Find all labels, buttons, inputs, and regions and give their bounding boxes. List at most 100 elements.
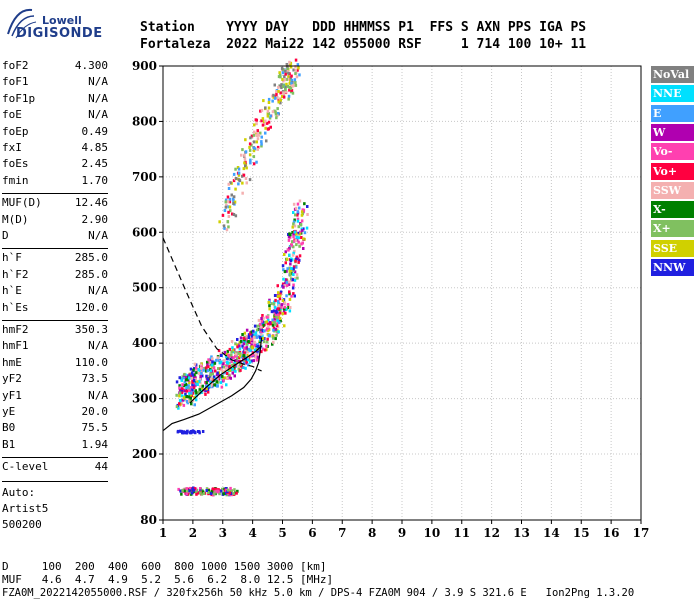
echo-point	[183, 489, 186, 493]
echo-point	[245, 166, 248, 170]
echo-point	[273, 317, 277, 321]
echo-point	[191, 380, 194, 384]
echo-point	[195, 371, 198, 375]
echo-point	[215, 358, 218, 362]
echo-point	[293, 218, 296, 222]
echo-point	[279, 101, 282, 105]
echo-point	[175, 405, 179, 409]
echo-point	[260, 350, 263, 354]
echo-point	[215, 380, 218, 384]
echo-point	[253, 348, 257, 352]
echo-point	[223, 226, 226, 230]
echo-point	[306, 205, 309, 208]
echo-point	[280, 303, 284, 307]
echo-point	[267, 112, 271, 116]
echo-point	[275, 96, 279, 100]
echo-point	[256, 147, 259, 151]
echo-point	[275, 315, 278, 319]
echo-point	[283, 75, 286, 79]
echo-point	[256, 343, 259, 347]
x-tick-label: 7	[338, 526, 346, 540]
parameter-row: foE N/A	[2, 108, 108, 124]
echo-point	[227, 215, 231, 218]
echo-point	[235, 177, 238, 180]
parameter-value: N/A	[88, 229, 108, 242]
echo-point	[296, 231, 300, 235]
x-tick-label: 17	[633, 526, 650, 540]
parameter-name: foF2	[2, 59, 29, 72]
parameter-value: 110.0	[74, 355, 108, 369]
echo-point	[284, 308, 288, 311]
echo-point	[296, 210, 300, 214]
echo-point	[244, 164, 247, 168]
parameter-name: h`Es	[2, 300, 29, 314]
echo-point	[232, 492, 235, 496]
echo-point	[245, 339, 248, 343]
echo-point	[242, 173, 246, 177]
echo-point	[222, 224, 226, 228]
echo-point	[284, 261, 287, 265]
echo-point	[175, 393, 178, 397]
echo-point	[204, 384, 208, 388]
echo-point	[219, 489, 223, 493]
parameter-row: foEp 0.49	[2, 125, 108, 141]
parameter-row: C-level 44	[2, 460, 108, 476]
echo-point	[277, 98, 280, 102]
parameter-row: fmin 1.70	[2, 174, 108, 190]
echo-point	[248, 145, 251, 149]
echo-point	[283, 253, 286, 256]
echo-point	[256, 145, 260, 149]
parameter-value: 12.46	[74, 196, 108, 210]
echo-point	[241, 181, 244, 185]
echo-point	[217, 380, 220, 384]
echo-point	[278, 84, 282, 88]
echo-point	[274, 327, 277, 331]
echo-point	[226, 488, 230, 492]
echo-point	[291, 91, 295, 95]
echo-point	[250, 134, 254, 138]
echo-point	[199, 363, 203, 367]
echo-point	[250, 343, 253, 347]
echo-point	[216, 384, 219, 388]
echo-point	[175, 380, 179, 384]
echo-point	[184, 376, 188, 380]
echo-point	[178, 384, 181, 388]
echo-point	[248, 153, 252, 157]
echo-point	[209, 373, 212, 377]
echo-point	[280, 66, 284, 70]
parameter-value: 1.70	[81, 173, 109, 187]
echo-point	[186, 378, 189, 381]
echo-point	[278, 294, 282, 298]
echo-point	[292, 233, 295, 237]
echo-point	[237, 365, 240, 368]
echo-point	[267, 97, 271, 101]
echo-point	[226, 353, 229, 356]
echo-point	[249, 136, 252, 140]
echo-point	[297, 66, 300, 70]
echo-point	[295, 232, 298, 236]
parameter-row: h`E N/A	[2, 284, 108, 300]
parameter-name: yE	[2, 405, 16, 418]
x-tick-label: 15	[573, 526, 590, 540]
echo-point	[279, 98, 282, 102]
echo-point	[186, 489, 189, 493]
echo-point	[225, 383, 228, 387]
echo-point	[196, 383, 199, 386]
echo-point	[298, 199, 302, 203]
echo-point	[188, 373, 191, 377]
echo-point	[179, 398, 182, 402]
density-profile-curve	[162, 237, 262, 372]
echo-points	[175, 58, 309, 497]
echo-point	[209, 359, 213, 363]
echo-point	[282, 310, 286, 314]
echo-point	[276, 317, 280, 321]
echo-point	[213, 383, 217, 387]
echo-point	[222, 359, 226, 363]
echo-point	[231, 348, 235, 352]
echo-point	[237, 359, 240, 363]
echo-point	[247, 363, 250, 367]
echo-point	[300, 242, 303, 246]
echo-point	[296, 217, 300, 221]
echo-point	[216, 356, 219, 360]
echo-point	[253, 332, 256, 336]
